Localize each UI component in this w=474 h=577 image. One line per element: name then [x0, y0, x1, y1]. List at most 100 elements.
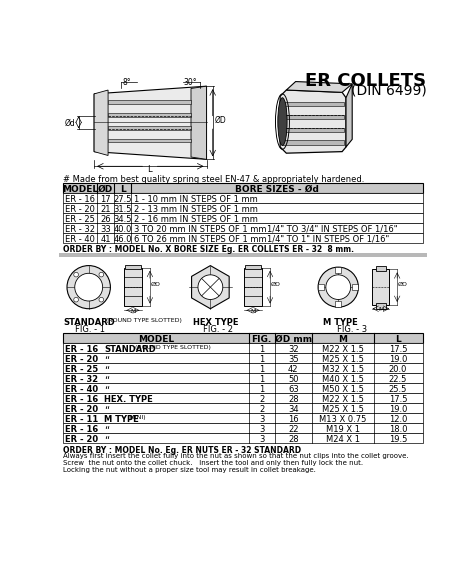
- Text: M40 X 1.5: M40 X 1.5: [322, 375, 364, 384]
- Text: M TYPE: M TYPE: [323, 318, 357, 327]
- Text: STANDARD: STANDARD: [104, 345, 156, 354]
- Text: 30°: 30°: [183, 78, 197, 87]
- Text: 1: 1: [259, 375, 264, 384]
- Text: ER - 25: ER - 25: [65, 215, 95, 224]
- Bar: [125, 265, 141, 269]
- Text: ØD: ØD: [215, 116, 227, 125]
- Text: 42: 42: [288, 365, 299, 374]
- Text: 22: 22: [288, 425, 299, 434]
- Bar: [335, 301, 341, 307]
- Text: M19 X 1: M19 X 1: [326, 425, 360, 434]
- Text: 33: 33: [100, 225, 111, 234]
- Polygon shape: [94, 90, 108, 155]
- Text: ER COLLETS: ER COLLETS: [305, 72, 427, 89]
- Text: ER - 32: ER - 32: [65, 375, 99, 384]
- Text: 31.5: 31.5: [114, 205, 132, 213]
- Text: 3 TO 20 mm IN STEPS OF 1 mm: 3 TO 20 mm IN STEPS OF 1 mm: [134, 225, 266, 234]
- Text: ER - 40: ER - 40: [65, 235, 95, 244]
- Ellipse shape: [75, 273, 103, 301]
- Ellipse shape: [67, 265, 110, 309]
- Bar: [318, 284, 324, 290]
- Text: 8°: 8°: [123, 78, 131, 87]
- Bar: [376, 304, 385, 309]
- Polygon shape: [286, 81, 352, 92]
- Text: 1/4" TO 3/4" IN STEPS OF 1/16": 1/4" TO 3/4" IN STEPS OF 1/16": [267, 225, 398, 234]
- Text: 2: 2: [259, 395, 264, 404]
- Bar: [376, 265, 385, 271]
- Text: ER - 20: ER - 20: [65, 355, 99, 364]
- Text: # Made from best quality spring steel EN-47 & appropriately hardened.: # Made from best quality spring steel EN…: [63, 175, 365, 185]
- Text: “: “: [104, 365, 109, 375]
- Text: 3: 3: [259, 425, 264, 434]
- Text: L: L: [120, 185, 126, 194]
- Bar: [63, 414, 423, 424]
- Text: 34.5: 34.5: [114, 215, 132, 224]
- Text: 1/4" TO 1" IN STEPS OF 1/16": 1/4" TO 1" IN STEPS OF 1/16": [267, 235, 389, 244]
- Bar: [63, 353, 423, 364]
- Text: M32 X 1.5: M32 X 1.5: [322, 365, 364, 374]
- Text: ØD: ØD: [98, 185, 113, 194]
- Text: 21: 21: [100, 205, 111, 213]
- Text: 17: 17: [100, 195, 111, 204]
- Text: ER - 16: ER - 16: [65, 395, 99, 404]
- Circle shape: [318, 267, 358, 307]
- Bar: [63, 193, 423, 203]
- Bar: [63, 394, 423, 403]
- Text: M24 X 1: M24 X 1: [326, 435, 360, 444]
- Text: FIG. - 2: FIG. - 2: [203, 325, 233, 334]
- Bar: [63, 364, 423, 373]
- Text: “: “: [104, 385, 109, 395]
- Text: 12.0: 12.0: [389, 415, 407, 424]
- Bar: [63, 343, 423, 353]
- Bar: [63, 433, 423, 444]
- Bar: [63, 334, 423, 343]
- Text: 34: 34: [288, 405, 299, 414]
- Text: Ød: Ød: [64, 118, 75, 128]
- Text: ER - 20: ER - 20: [65, 405, 99, 414]
- Circle shape: [198, 275, 223, 299]
- Text: (ROUND TYPE SLOTTED): (ROUND TYPE SLOTTED): [135, 345, 211, 350]
- Text: ØD: ØD: [398, 282, 408, 287]
- Polygon shape: [191, 86, 207, 159]
- Text: Screw  the nut onto the collet chuck.   Insert the tool and only then fully lock: Screw the nut onto the collet chuck. Ins…: [63, 460, 363, 466]
- Text: 22.5: 22.5: [389, 375, 407, 384]
- Circle shape: [326, 275, 351, 299]
- Text: ER - 40: ER - 40: [65, 385, 99, 394]
- Text: 40.0: 40.0: [114, 225, 132, 234]
- Text: ER - 32: ER - 32: [65, 225, 95, 234]
- Bar: [63, 373, 423, 383]
- Text: M: M: [250, 309, 255, 314]
- Text: 16: 16: [288, 415, 299, 424]
- Text: 2 - 13 mm IN STEPS OF 1 mm: 2 - 13 mm IN STEPS OF 1 mm: [134, 205, 257, 213]
- Bar: [244, 268, 262, 306]
- Bar: [373, 269, 390, 305]
- Text: 1: 1: [259, 345, 264, 354]
- Text: 46.0: 46.0: [114, 235, 132, 244]
- Bar: [282, 115, 345, 119]
- Text: (ROUND TYPE SLOTTED): (ROUND TYPE SLOTTED): [106, 318, 182, 323]
- Text: M25 X 1.5: M25 X 1.5: [322, 405, 364, 414]
- Text: ER - 16: ER - 16: [65, 195, 95, 204]
- Polygon shape: [280, 90, 346, 153]
- Text: 50: 50: [288, 375, 299, 384]
- Circle shape: [74, 297, 78, 302]
- Text: ER - 16: ER - 16: [65, 425, 99, 434]
- Circle shape: [99, 272, 104, 277]
- Bar: [282, 140, 345, 145]
- Bar: [63, 213, 423, 223]
- Circle shape: [99, 297, 104, 302]
- Text: ØD: ØD: [151, 282, 161, 287]
- Text: M22 X 1.5: M22 X 1.5: [322, 395, 364, 404]
- Text: HEX TYPE: HEX TYPE: [192, 318, 238, 327]
- Bar: [352, 284, 358, 290]
- Text: STANDARD: STANDARD: [63, 318, 115, 327]
- Polygon shape: [94, 86, 207, 159]
- Bar: [108, 138, 191, 143]
- Text: 2: 2: [259, 405, 264, 414]
- Text: BORE SIZES - Ød: BORE SIZES - Ød: [235, 185, 319, 194]
- Text: MODEL: MODEL: [138, 335, 174, 344]
- Text: M: M: [338, 335, 347, 344]
- Bar: [63, 403, 423, 414]
- Text: M22 X 1.5: M22 X 1.5: [322, 345, 364, 354]
- Text: 27.5: 27.5: [114, 195, 132, 204]
